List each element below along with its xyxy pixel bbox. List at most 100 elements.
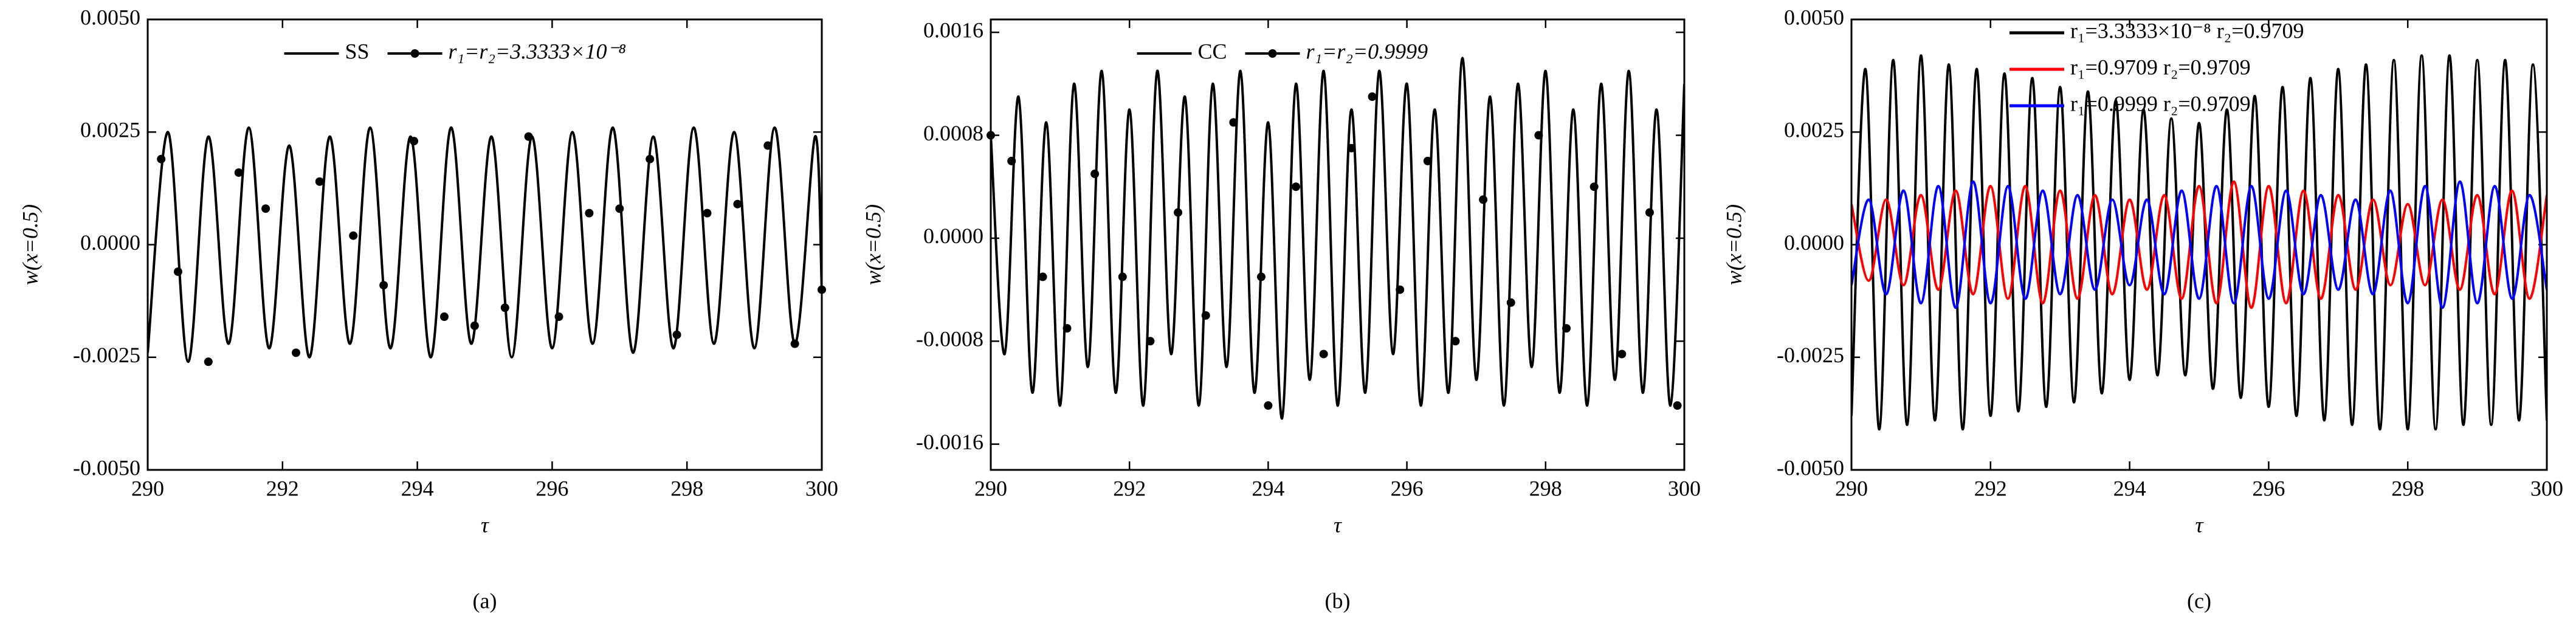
data-point xyxy=(500,303,509,312)
data-point xyxy=(1396,285,1405,294)
data-point xyxy=(1347,143,1356,153)
data-point xyxy=(1292,182,1301,191)
data-point xyxy=(1673,401,1682,410)
y-axis-label: w(x=0.5) xyxy=(1721,204,1746,285)
data-point xyxy=(1146,337,1155,346)
data-point xyxy=(672,330,681,339)
legend-label: CC xyxy=(1198,39,1227,63)
x-tick-label: 296 xyxy=(536,476,568,500)
x-tick-label: 296 xyxy=(2252,476,2285,500)
data-point xyxy=(1229,118,1238,127)
y-tick-label: -0.0025 xyxy=(73,343,140,367)
series-line xyxy=(1851,180,2547,309)
x-axis-label: τ xyxy=(2195,512,2204,537)
plot-frame xyxy=(146,18,823,471)
x-tick-label: 294 xyxy=(2113,476,2146,500)
x-tick-label: 292 xyxy=(1113,476,1146,500)
subplot-label: (c) xyxy=(2187,588,2211,613)
x-tick-label: 298 xyxy=(1529,476,1562,500)
y-tick-label: -0.0016 xyxy=(916,430,983,454)
data-point xyxy=(703,208,712,218)
y-tick-label: 0.0025 xyxy=(1784,118,1844,142)
x-tick-label: 298 xyxy=(2391,476,2424,500)
y-tick-label: 0.0025 xyxy=(80,118,140,142)
y-tick-label: 0.0000 xyxy=(80,230,140,255)
y-tick-label: 0.0050 xyxy=(1784,5,1844,29)
data-point xyxy=(349,231,358,240)
plot-frame xyxy=(990,18,1686,471)
data-point xyxy=(234,168,243,177)
subplot-label: (a) xyxy=(473,588,497,613)
series-line xyxy=(991,57,1684,420)
x-tick-label: 290 xyxy=(131,476,164,500)
y-tick-label: -0.0050 xyxy=(73,455,140,480)
legend-label: r₁=r₂=3.3333×10⁻⁸ xyxy=(449,39,626,63)
data-point xyxy=(1506,298,1515,307)
y-tick-label: 0.0000 xyxy=(923,224,983,248)
data-point xyxy=(379,281,388,290)
series-line xyxy=(148,126,822,364)
x-tick-label: 300 xyxy=(805,476,838,500)
data-point xyxy=(261,204,270,213)
data-point xyxy=(615,204,624,213)
x-tick-label: 294 xyxy=(1252,476,1284,500)
x-tick-label: 294 xyxy=(401,476,434,500)
data-point xyxy=(1319,350,1328,359)
legend-label: r₁=0.9709 r₂=0.9709 xyxy=(2070,55,2251,79)
x-tick-label: 296 xyxy=(1391,476,1424,500)
data-point xyxy=(1090,170,1100,179)
data-point xyxy=(1118,272,1127,281)
data-point xyxy=(173,267,182,276)
legend-marker xyxy=(410,49,419,58)
y-tick-label: 0.0050 xyxy=(80,5,140,29)
y-axis-label: w(x=0.5) xyxy=(861,204,885,285)
data-point xyxy=(204,357,213,367)
legend-label: SS xyxy=(345,39,370,63)
data-point xyxy=(439,312,449,322)
legend-label: r₁=0.9999 r₂=0.9709 xyxy=(2070,91,2251,115)
subplot: -0.0050 -0.0025 0.0000 0.0025 0.0050 290 292 29… xyxy=(18,5,838,613)
y-axis-label: w(x=0.5) xyxy=(18,204,42,285)
data-point xyxy=(1038,272,1047,281)
data-point xyxy=(763,141,773,150)
data-point xyxy=(524,132,533,141)
legend-marker xyxy=(1268,49,1277,58)
x-tick-label: 290 xyxy=(974,476,1007,500)
data-point xyxy=(1589,182,1599,191)
x-tick-label: 292 xyxy=(266,476,299,500)
data-point xyxy=(1617,350,1627,359)
y-tick-label: -0.0050 xyxy=(1777,455,1844,480)
data-point xyxy=(1062,324,1072,333)
plot-frame xyxy=(1850,18,2548,471)
data-point xyxy=(1423,156,1432,165)
data-point xyxy=(410,137,419,146)
data-point xyxy=(1007,156,1016,165)
y-tick-label: 0.0000 xyxy=(1784,230,1844,255)
series-line xyxy=(1851,180,2547,309)
x-tick-label: 290 xyxy=(1835,476,1868,500)
y-tick-label: 0.0016 xyxy=(923,18,983,42)
data-point xyxy=(1534,131,1543,140)
data-point xyxy=(1174,208,1183,217)
data-point xyxy=(646,154,655,164)
legend-label: r₁=r₂=0.9999 xyxy=(1306,39,1428,63)
data-point xyxy=(1645,208,1654,217)
data-point xyxy=(1368,92,1377,102)
x-axis-label: τ xyxy=(1334,512,1342,537)
data-point xyxy=(1256,272,1266,281)
data-point xyxy=(585,208,594,218)
data-point xyxy=(1562,324,1571,333)
subplot-label: (b) xyxy=(1325,588,1351,613)
data-point xyxy=(790,339,799,348)
data-point xyxy=(1264,401,1273,410)
data-point xyxy=(291,348,300,357)
subplot: -0.0050 -0.0025 0.0000 0.0025 0.0050 290 292 29… xyxy=(1721,5,2563,613)
y-tick-label: -0.0025 xyxy=(1777,343,1844,367)
data-point xyxy=(1451,337,1460,346)
x-tick-label: 298 xyxy=(670,476,703,500)
x-axis-label: τ xyxy=(481,512,489,537)
legend-label: r₁=3.3333×10⁻⁸ r₂=0.9709 xyxy=(2070,18,2304,43)
y-tick-label: 0.0008 xyxy=(923,121,983,145)
data-point xyxy=(470,321,479,330)
